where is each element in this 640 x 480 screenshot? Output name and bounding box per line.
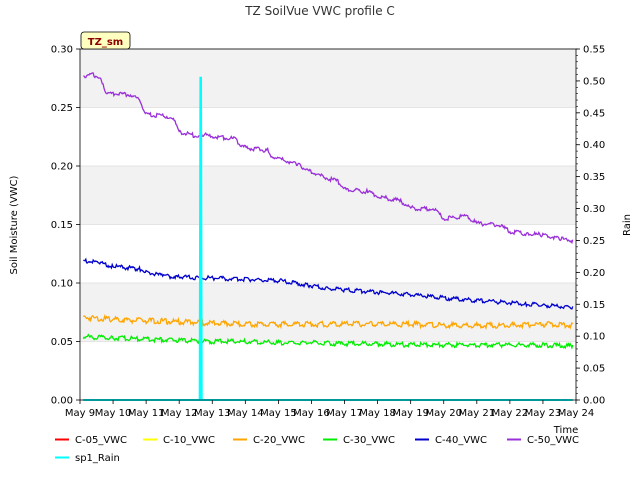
x-tick-label: May 21 — [459, 408, 496, 419]
chart-title: TZ SoilVue VWC profile C — [244, 4, 395, 18]
background-band — [80, 49, 576, 108]
x-tick-label: May 13 — [194, 408, 231, 419]
legend-label: C-40_VWC — [435, 435, 487, 446]
site-badge: TZ_sm — [80, 31, 131, 50]
x-tick-label: May 24 — [558, 408, 595, 419]
x-tick-label: May 18 — [359, 408, 396, 419]
legend-label: C-10_VWC — [163, 435, 215, 446]
y2-tick-label: 0.35 — [583, 172, 605, 183]
background-bands — [80, 49, 576, 342]
y2-tick-label: 0.50 — [583, 76, 605, 87]
y2-tick-label: 0.40 — [583, 140, 605, 151]
x-tick-label: May 16 — [293, 408, 330, 419]
legend-label: C-50_VWC — [527, 435, 579, 446]
y-axis-label: Soil Moisture (VWC) — [9, 175, 20, 274]
y2-tick-label: 0.05 — [583, 364, 605, 375]
legend-label: sp1_Rain — [75, 453, 120, 464]
x-axis-label: Time — [553, 425, 578, 436]
legend-label: C-20_VWC — [253, 435, 305, 446]
legend-label: C-30_VWC — [343, 435, 395, 446]
y-tick-label: 0.25 — [51, 103, 73, 114]
x-tick-label: May 23 — [525, 408, 562, 419]
x-tick-label: May 10 — [95, 408, 132, 419]
y2-tick-label: 0.20 — [583, 268, 605, 279]
y2-tick-label: 0.30 — [583, 204, 605, 215]
x-tick-label: May 19 — [392, 408, 429, 419]
background-band — [80, 166, 576, 225]
y2-tick-label: 0.45 — [583, 108, 605, 119]
y2-tick-label: 0.55 — [583, 45, 605, 56]
x-tick-label: May 9 — [65, 408, 95, 419]
y-tick-label: 0.05 — [51, 337, 73, 348]
series-line-c-50-vwc — [83, 72, 574, 245]
legend: C-05_VWC C-10_VWC C-20_VWC C-30_VWC C-40_VWC… — [55, 435, 579, 464]
series-line-c-40-vwc — [83, 257, 574, 310]
legend-item: C-30_VWC — [323, 435, 395, 446]
y-tick-label: 0.15 — [51, 220, 73, 231]
y2-tick-label: 0.00 — [583, 396, 605, 407]
background-band — [80, 283, 576, 342]
legend-item: C-10_VWC — [143, 435, 215, 446]
y2-tick-label: 0.25 — [583, 236, 605, 247]
series-line-c-30-vwc — [82, 333, 574, 350]
y-tick-label: 0.30 — [51, 45, 73, 56]
legend-item: C-05_VWC — [55, 435, 127, 446]
series-line-c-20-vwc — [83, 313, 574, 330]
series-line-sp1-rain — [83, 76, 573, 401]
y-tick-label: 0.20 — [51, 162, 73, 173]
y2-axis-label: Rain — [622, 214, 633, 236]
legend-item: C-50_VWC — [507, 435, 579, 446]
x-tick-label: May 22 — [492, 408, 529, 419]
y2-tick-label: 0.15 — [583, 300, 605, 311]
y2-tick-label: 0.10 — [583, 332, 605, 343]
legend-item: C-40_VWC — [415, 435, 487, 446]
x-tick-label: May 14 — [227, 408, 264, 419]
x-tick-label: May 15 — [260, 408, 297, 419]
svg-text:TZ_sm: TZ_sm — [88, 37, 123, 48]
x-tick-label: May 20 — [425, 408, 462, 419]
y-tick-label: 0.10 — [51, 279, 73, 290]
y-tick-label: 0.00 — [51, 396, 73, 407]
y-axis: 0.00 0.05 0.10 0.15 0.20 0.25 0.30 — [51, 45, 80, 407]
legend-label: C-05_VWC — [75, 435, 127, 446]
y2-axis: 0.00 0.05 0.10 0.15 0.20 0.25 0.30 0.35 0.40 0.45… — [576, 45, 605, 407]
x-tick-label: May 12 — [161, 408, 198, 419]
legend-item: sp1_Rain — [55, 453, 120, 464]
legend-item: C-20_VWC — [233, 435, 305, 446]
x-tick-label: May 11 — [128, 408, 165, 419]
series-layer — [82, 72, 574, 401]
x-tick-label: May 17 — [326, 408, 363, 419]
